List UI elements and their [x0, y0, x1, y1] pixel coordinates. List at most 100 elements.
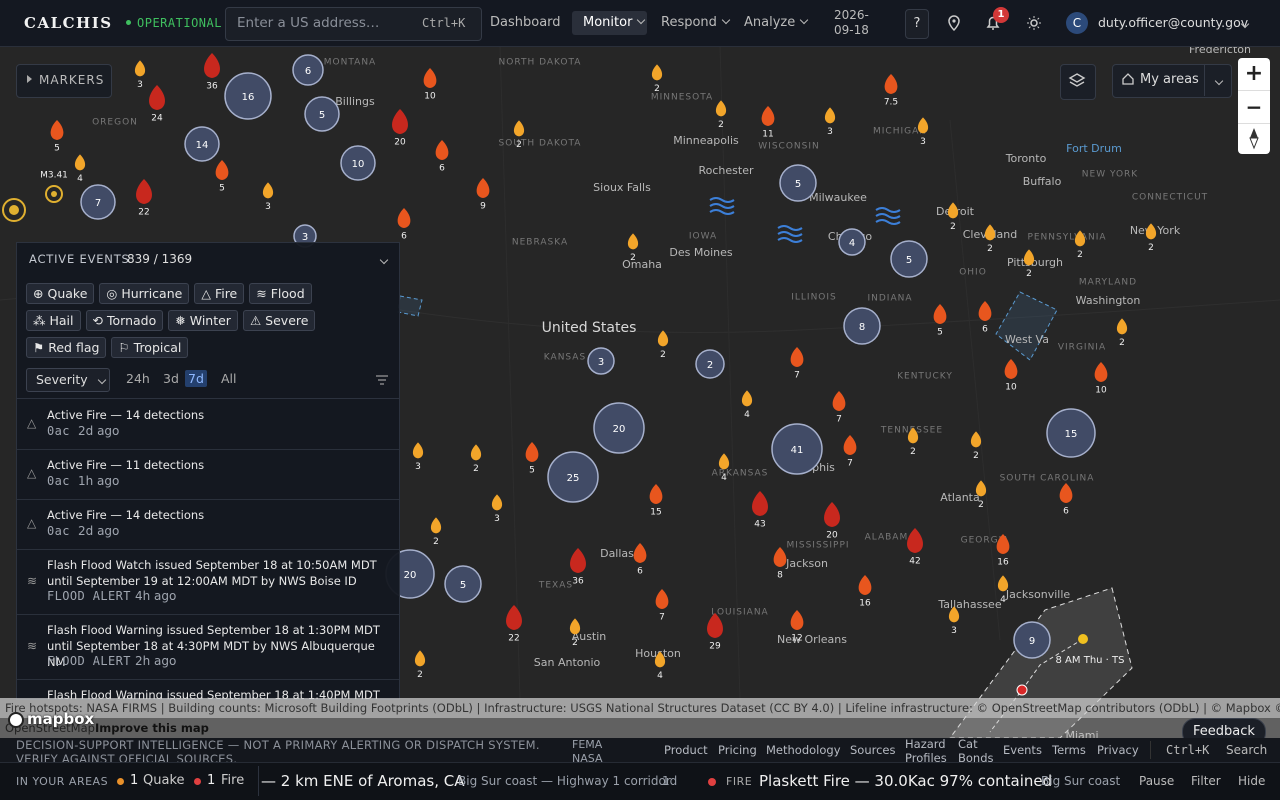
cluster — [843, 307, 881, 345]
chip-label: Flood — [270, 286, 305, 301]
filter-chip[interactable]: ⊕ Quake — [26, 283, 95, 304]
cluster — [224, 72, 272, 120]
nav-active-bg — [572, 11, 647, 35]
filter-chip[interactable]: ⚑ Red flag — [26, 337, 107, 358]
fire-count: 6 — [637, 567, 643, 577]
range-option[interactable]: 3d — [163, 371, 179, 386]
footer-link[interactable]: Privacy — [1097, 743, 1139, 757]
fire-count: 5 — [219, 184, 225, 194]
event-row[interactable]: △ Active Fire — 14 detections 0ac 2d ago — [17, 399, 399, 450]
filter-chip[interactable]: △ Fire — [194, 283, 245, 304]
theme-icon[interactable] — [1025, 14, 1043, 32]
nav-item[interactable]: Monitor — [583, 15, 646, 30]
cluster-count: 5 — [906, 255, 912, 266]
place-label: Rochester — [699, 164, 754, 177]
place-label: TEXAS — [538, 581, 573, 591]
nav-item[interactable]: Dashboard — [490, 15, 561, 30]
fire-count: 6 — [401, 232, 407, 242]
my-areas-button[interactable] — [1112, 64, 1232, 98]
collapse[interactable] — [375, 251, 389, 270]
fire-count: 15 — [650, 508, 661, 518]
footer-shortcut[interactable]: Ctrl+K — [1166, 743, 1210, 757]
fire-count: 24 — [151, 114, 163, 124]
ticker-control[interactable]: Filter — [1191, 774, 1221, 788]
range-option[interactable]: All — [221, 371, 237, 386]
filter-icon[interactable] — [375, 374, 389, 386]
compass[interactable] — [1246, 126, 1262, 150]
fire-count: 7 — [659, 613, 665, 623]
place-label: INDIANA — [867, 294, 912, 304]
markers-button[interactable] — [16, 64, 112, 98]
event-row[interactable]: △ Active Fire — 14 detections 0ac 2d ago — [17, 499, 399, 550]
caret — [799, 15, 809, 25]
place-label: CONNECTICUT — [1132, 193, 1208, 203]
footer-link[interactable]: Cat Bonds — [958, 737, 994, 765]
filter-chip[interactable]: ⁂ Hail — [26, 310, 81, 331]
chip-label: Red flag — [48, 340, 100, 355]
fire-count: 7 — [794, 371, 800, 381]
filter-chip[interactable]: ◎ Hurricane — [99, 283, 190, 304]
caret — [379, 255, 389, 265]
fire-marker — [470, 444, 482, 461]
footer-link[interactable]: Hazard Profiles — [905, 737, 947, 765]
fire-marker — [655, 589, 669, 609]
filter-chip[interactable]: ⚐ Tropical — [111, 337, 189, 358]
fire-marker — [412, 442, 424, 459]
help-button[interactable]: ? — [905, 9, 929, 39]
place-label: NEBRASKA — [512, 238, 568, 248]
attribution: Fire hotspots: NASA FIRMS | Building cou… — [5, 701, 1280, 715]
agency[interactable]: NASA — [572, 752, 603, 765]
footer-link[interactable]: Events — [1003, 743, 1042, 757]
event-row[interactable]: △ Active Fire — 11 detections 0ac 1h ago — [17, 449, 399, 500]
fire-count: 3 — [265, 202, 271, 212]
footer-link[interactable]: Terms — [1052, 743, 1086, 757]
place-label: ILLINOIS — [791, 293, 837, 303]
footer-link[interactable]: Product — [664, 743, 708, 757]
filter-chip[interactable]: ⚠ Severe — [242, 310, 316, 331]
fire-count: 36 — [572, 577, 584, 587]
search-box[interactable] — [225, 7, 482, 41]
event-row[interactable]: ≋Flash Flood Warning issued September 18… — [17, 614, 399, 680]
fire-count: 22 — [508, 634, 519, 644]
attribution-improve[interactable]: Improve this map — [95, 721, 209, 735]
fire-marker — [633, 543, 647, 563]
mapbox-logo[interactable]: mapbox — [27, 710, 95, 728]
event-row[interactable]: ≋ Flash Flood Watch issued September 18 a… — [17, 549, 399, 615]
footer-link[interactable]: Pricing — [718, 743, 757, 757]
fire-marker — [476, 178, 490, 198]
zoom-in[interactable]: + — [1244, 61, 1264, 86]
ticker-control[interactable]: Hide — [1238, 774, 1266, 788]
filter-chip[interactable]: ≋ Flood — [249, 283, 312, 304]
zoom-out[interactable]: − — [1238, 90, 1270, 124]
nav-item[interactable]: Analyze — [744, 15, 809, 30]
avatar[interactable]: C — [1066, 12, 1088, 34]
chip-label: Winter — [189, 313, 231, 328]
fire-marker — [978, 301, 992, 321]
sort-select[interactable] — [26, 368, 110, 392]
agency[interactable]: FEMA — [572, 738, 603, 751]
event-time: 2d ago — [78, 424, 120, 438]
search-placeholder: Enter a US address… — [237, 15, 380, 31]
footer-link[interactable]: Sources — [850, 743, 896, 757]
user-email[interactable]: duty.officer@county.gov — [1098, 15, 1249, 30]
range-option[interactable]: 7d — [185, 370, 207, 387]
event-icon: △ — [27, 466, 37, 480]
event-row[interactable]: ≋Flash Flood Warning issued September 18… — [17, 679, 399, 699]
nav-item[interactable]: Respond — [661, 15, 731, 30]
filter-chip[interactable]: ⟲ Tornado — [85, 310, 164, 331]
fire-count: 3 — [415, 462, 421, 472]
fire-marker — [569, 618, 581, 635]
location-icon[interactable] — [945, 14, 963, 32]
cluster-count: 2 — [707, 360, 713, 371]
cluster — [547, 451, 599, 503]
footer-link[interactable]: Methodology — [766, 743, 841, 757]
ticker-item[interactable]: — 2 km ENE of Aromas, CA — [261, 772, 465, 790]
place-label: Sioux Falls — [593, 181, 651, 194]
fire-count: 2 — [910, 447, 916, 457]
ticker-control[interactable]: Pause — [1139, 774, 1175, 788]
range-option[interactable]: 24h — [126, 371, 150, 386]
fire-marker — [907, 427, 919, 444]
filter-chip[interactable]: ❅ Winter — [168, 310, 238, 331]
footer-search[interactable]: Search — [1226, 743, 1268, 757]
ticker-item[interactable]: Plaskett Fire — 30.0Kac 97% contained — [759, 772, 1053, 790]
